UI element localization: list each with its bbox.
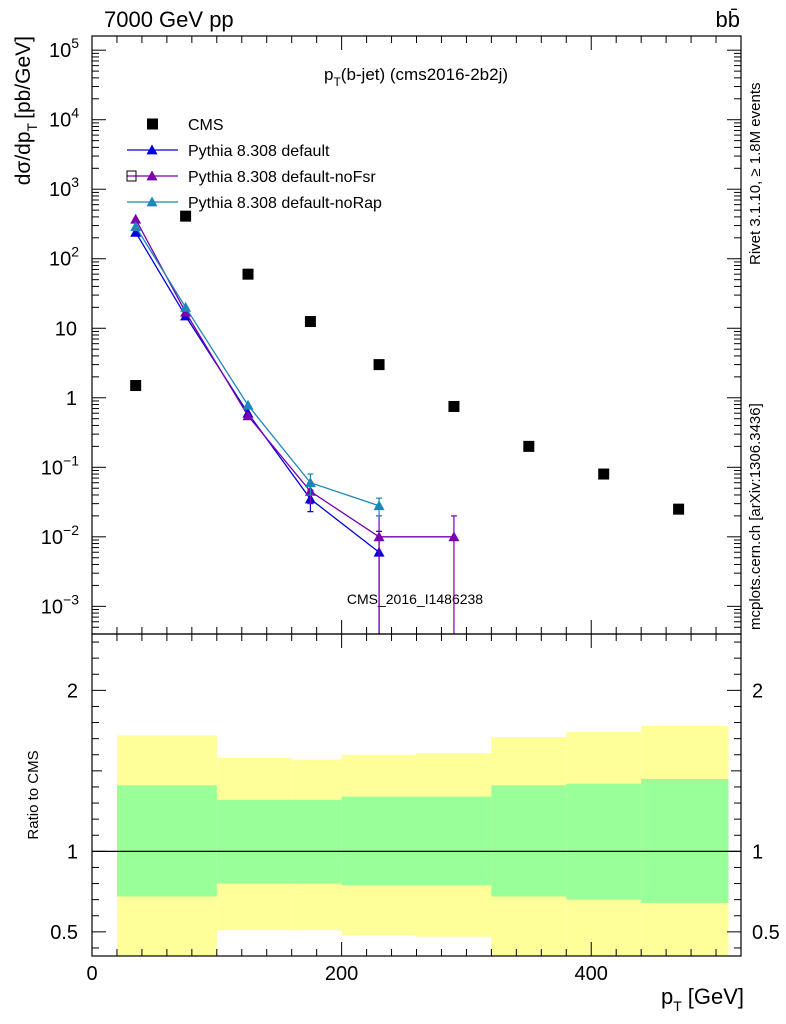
rivet-label: Rivet 3.1.10, ≥ 1.8M events <box>747 83 764 266</box>
main-ylabel-main: dσ/dp <box>12 131 35 185</box>
data-point-cms <box>523 440 535 452</box>
legend-label: Pythia 8.308 default-noRap <box>188 195 382 212</box>
ratio-ytick-label: 1 <box>67 841 78 863</box>
series-line-pythia-8-308-default-norap <box>135 226 380 507</box>
series-line-pythia-8-308-default-nofsr <box>135 218 454 538</box>
main-ytick-label: 10−1 <box>41 452 79 479</box>
legend: CMS Pythia 8.308 default Pythia 8.308 defa… <box>126 117 382 212</box>
energy-label: 7000 GeV pp <box>104 7 234 32</box>
ratio-bands <box>92 725 741 956</box>
data-point-pythia-8-308-default-norap <box>242 399 254 410</box>
data-point-pythia-8-308-default-norap <box>180 301 192 312</box>
data-point-cms <box>180 210 192 222</box>
data-point-pythia-8-308-default <box>130 226 142 237</box>
x-axis-label: pT [GeV] <box>661 984 744 1014</box>
legend-label: CMS <box>188 117 224 134</box>
data-point-pythia-8-308-default-nofsr <box>373 531 385 542</box>
main-ytick-label: 102 <box>49 244 79 271</box>
x-axis-label-unit: [GeV] <box>688 984 744 1009</box>
main-ytick-label: 105 <box>49 35 79 62</box>
process-label: bb̄ <box>716 7 740 32</box>
data-point-pythia-8-308-default-nofsr <box>242 410 254 421</box>
data-point-pythia-8-308-default-nofsr <box>130 213 142 224</box>
ratio-ytick-label: 2 <box>67 680 78 702</box>
main-title-rest: (b-jet) (cms2016-2b2j) <box>341 65 508 84</box>
main-ytick-label: 10 <box>55 318 77 340</box>
data-point-cms <box>304 316 316 328</box>
main-title: pT(b-jet) (cms2016-2b2j) <box>324 65 508 89</box>
main-ytick-label: 104 <box>49 105 79 132</box>
xtick-label: 0 <box>86 963 97 985</box>
watermark: CMS_2016_I1486238 <box>347 591 483 607</box>
ratio-ytick-label-right: 1 <box>752 841 763 863</box>
xtick-label: 400 <box>575 963 608 985</box>
data-point-cms <box>673 503 685 515</box>
legend-label: Pythia 8.308 default-noFsr <box>188 169 376 186</box>
main-ytick-label: 10−3 <box>41 591 79 618</box>
ratio-band-inner <box>566 783 642 900</box>
legend-label: Pythia 8.308 default <box>188 143 330 160</box>
main-ytick-label: 103 <box>49 174 79 201</box>
main-ylabel-unit: [pb/GeV] <box>12 36 35 119</box>
ratio-ytick-label-right: 2 <box>752 680 763 702</box>
data-point-cms <box>130 380 142 392</box>
ratio-ytick-label: 0.5 <box>50 922 78 944</box>
ratio-ylabel: Ratio to CMS <box>25 750 42 839</box>
legend-marker-cms <box>147 118 158 130</box>
data-point-cms <box>448 400 460 412</box>
data-point-pythia-8-308-default-norap <box>130 221 142 231</box>
axes: 10−3 10−2 10−1 1 10 102 103 104 105 0 200 400 0.5 0.5… <box>41 35 780 985</box>
data-point-cms <box>373 359 385 371</box>
ratio-ytick-label-right: 0.5 <box>752 922 780 944</box>
mcplots-label: mcplots.cern.ch [arXiv:1306.3436] <box>747 403 764 630</box>
data-point-pythia-8-308-default-norap <box>373 500 385 511</box>
data-point-cms <box>242 268 254 280</box>
legend-marker <box>146 196 158 207</box>
legend-marker <box>146 144 158 155</box>
main-series <box>130 210 685 634</box>
data-point-pythia-8-308-default-norap <box>304 477 316 488</box>
main-title-p: p <box>324 65 333 84</box>
ratio-band-inner <box>116 785 217 897</box>
main-ylabel: dσ/dpT [pb/GeV] <box>12 36 40 185</box>
main-ytick-label: 10−2 <box>41 522 79 549</box>
x-axis-label-main: p <box>661 984 673 1009</box>
data-point-cms <box>598 468 610 480</box>
main-ytick-label: 1 <box>66 388 77 410</box>
ratio-band-inner <box>341 796 492 886</box>
main-ylabel-sub: T <box>24 122 40 131</box>
main-title-sub: T <box>333 75 341 89</box>
ratio-band-inner <box>216 799 342 884</box>
ratio-band-inner <box>641 778 729 903</box>
xtick-label: 200 <box>325 963 358 985</box>
ratio-band-inner <box>491 785 567 897</box>
legend-box-icon <box>126 170 137 182</box>
series-line-pythia-8-308-default <box>135 231 380 553</box>
legend-marker <box>146 170 158 181</box>
x-axis-label-sub: T <box>673 998 682 1014</box>
data-point-pythia-8-308-default-nofsr <box>448 531 460 542</box>
